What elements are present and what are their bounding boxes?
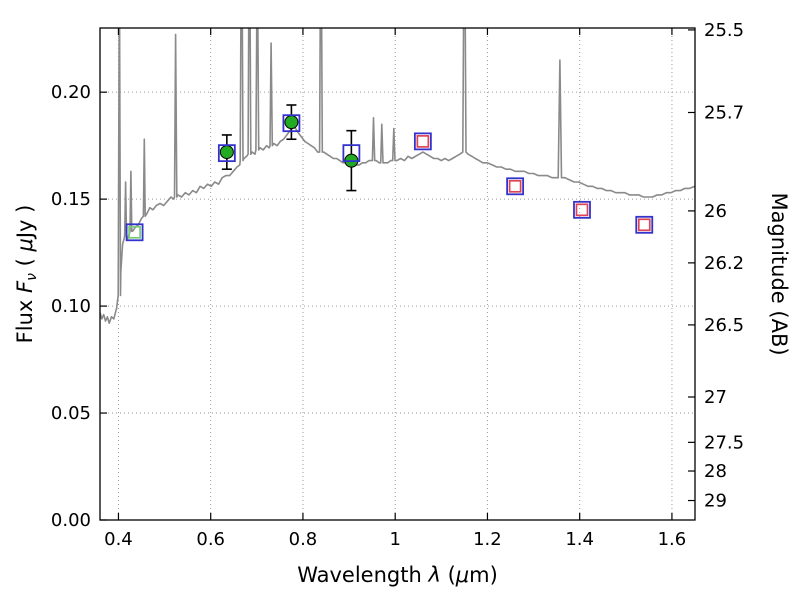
- x-tick-label: 0.8: [289, 529, 318, 550]
- right-axis-ticks: 25.5 25.7 26 26.2 26.5 27 27.5 28 29: [688, 20, 744, 512]
- model-flux-point: [506, 177, 525, 196]
- magnitude-tick-label: 27.5: [704, 432, 744, 453]
- x-tick-label: 1.2: [473, 529, 502, 550]
- x-tick-label: 1: [389, 529, 400, 550]
- x-tick-label: 1.4: [565, 529, 594, 550]
- model-flux-point: [342, 144, 361, 163]
- spectrum-line: [100, 28, 695, 324]
- x-axis-ticks: 0.4 0.6 0.8 1 1.2 1.4 1.6: [104, 28, 686, 550]
- flux-tick-label: 0.15: [51, 189, 91, 210]
- inner-flux-point: [508, 179, 522, 193]
- magnitude-tick-label: 26.2: [704, 253, 744, 274]
- x-axis-label: Wavelength λ (μm): [297, 563, 498, 587]
- inner-flux-point: [575, 203, 589, 217]
- blue-square-markers: [125, 114, 654, 242]
- x-tick-label: 0.6: [196, 529, 225, 550]
- magnitude-tick-label: 26.5: [704, 315, 744, 336]
- inner-flux-point: [416, 135, 430, 148]
- model-flux-point: [635, 215, 654, 234]
- x-tick-label: 1.6: [658, 529, 687, 550]
- green-circle-markers: [219, 115, 359, 168]
- right-axis-label: Magnitude (AB): [767, 192, 791, 355]
- magnitude-tick-label: 29: [704, 491, 727, 512]
- flux-tick-label: 0.10: [51, 296, 91, 317]
- flux-tick-label: 0.20: [51, 82, 91, 103]
- flux-tick-label: 0.05: [51, 403, 91, 424]
- observed-flux-point: [219, 145, 234, 160]
- flux-tick-label: 0.00: [51, 510, 91, 531]
- magnitude-tick-label: 27: [704, 387, 727, 408]
- magnitude-tick-label: 26: [704, 201, 727, 222]
- inner-flux-point: [128, 225, 141, 239]
- observed-flux-point: [284, 115, 299, 130]
- plot-frame: [99, 27, 696, 521]
- model-flux-point: [573, 200, 591, 219]
- model-flux-point: [217, 144, 236, 163]
- magnitude-tick-label: 28: [704, 461, 727, 482]
- x-tick-label: 0.4: [104, 529, 133, 550]
- model-flux-point: [413, 132, 432, 151]
- model-flux-point: [125, 223, 144, 242]
- model-flux-point: [282, 114, 301, 133]
- left-axis-ticks: 0.00 0.05 0.10 0.15 0.20: [51, 82, 107, 531]
- inner-flux-point: [637, 218, 651, 232]
- inner-square-markers: [128, 135, 651, 239]
- magnitude-tick-label: 25.5: [704, 20, 744, 41]
- left-axis-label: Flux Fν ( μJy ): [13, 205, 40, 344]
- magnitude-tick-label: 25.7: [704, 102, 744, 123]
- plot-grid: [100, 28, 695, 521]
